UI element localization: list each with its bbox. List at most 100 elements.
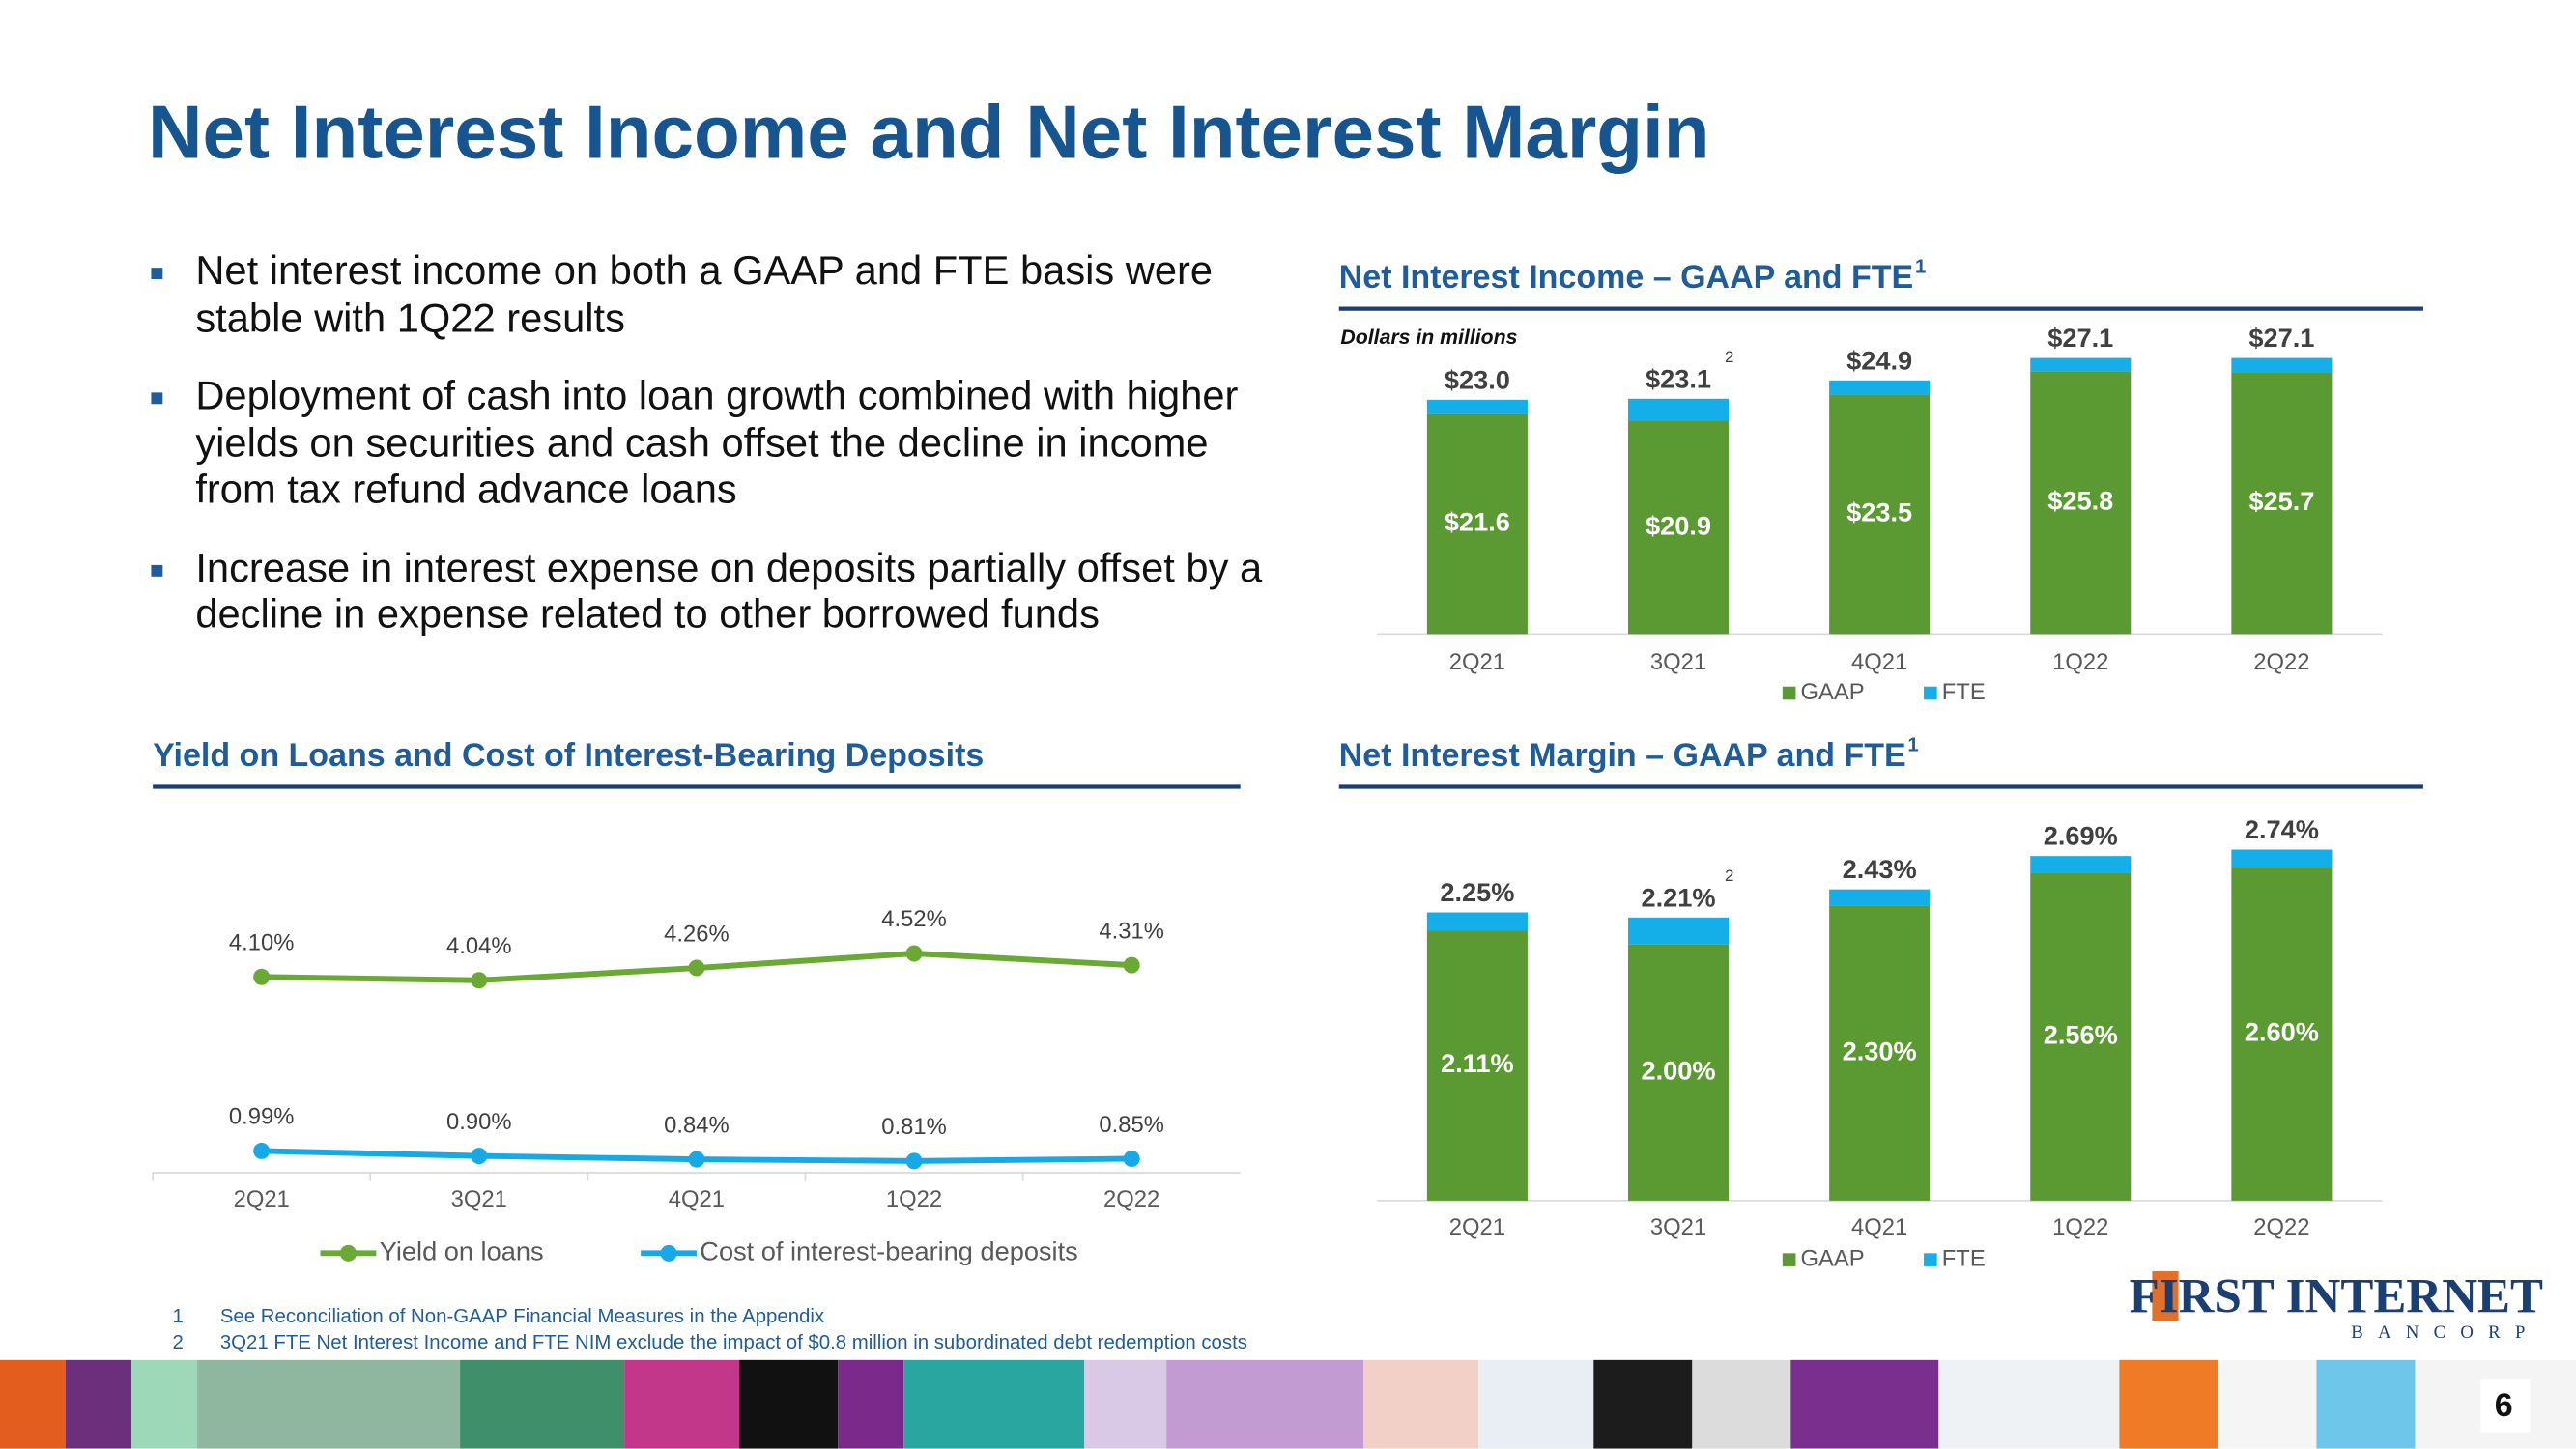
chart-panel: Net Interest Income – GAAP and FTE 1 Dolla…: [1338, 257, 2423, 705]
chart-panel: Yield on Loans and Cost of Interest-Bear…: [152, 737, 1241, 1266]
page-number-box: [2480, 1379, 2531, 1433]
x-tick-label: 2Q21: [1449, 1214, 1505, 1240]
footnote-text: See Reconciliation of Non-GAAP Financial…: [220, 1306, 824, 1327]
page-number: 6: [2495, 1387, 2513, 1424]
series-point: [253, 968, 271, 985]
segment-label: 2.60%: [2245, 1017, 2319, 1047]
point-label: 4.52%: [881, 906, 946, 932]
total-label: $24.9: [1846, 345, 1912, 375]
point-label: 4.26%: [664, 921, 729, 947]
segment-label: $20.9: [1646, 510, 1711, 540]
x-tick-label: 4Q21: [669, 1186, 725, 1212]
series-point: [1123, 956, 1140, 974]
bar-segment: [1426, 930, 1528, 1201]
x-tick-label: 4Q21: [1851, 649, 1907, 675]
bar-segment: [1829, 905, 1931, 1201]
chart-title: Net Interest Income – GAAP and FTE: [1339, 259, 1914, 296]
x-tick-label: 1Q22: [2052, 1214, 2108, 1240]
legend-swatch: [1924, 1253, 1937, 1266]
logo-sub: BANCORP: [2351, 1322, 2539, 1343]
segment-label: $25.8: [2047, 486, 2113, 516]
bar-segment: [1627, 944, 1730, 1201]
series-point: [905, 945, 923, 962]
bar-segment: [2231, 372, 2333, 635]
x-tick-label: 3Q21: [1650, 1214, 1706, 1240]
note-mark: 2: [1725, 867, 1733, 885]
total-label: $27.1: [2047, 323, 2113, 353]
x-tick-label: 3Q21: [1650, 649, 1706, 675]
legend-dot: [660, 1244, 677, 1262]
series-point: [688, 1151, 705, 1168]
segment-label: $25.7: [2248, 486, 2314, 516]
bar-segment: [1829, 889, 1931, 906]
chart-title-note: 1: [1907, 734, 1918, 755]
x-tick-label: 1Q22: [2052, 649, 2108, 675]
legend-label: Cost of interest-bearing deposits: [700, 1236, 1077, 1266]
point-label: 0.84%: [664, 1112, 729, 1138]
bar-segment: [1426, 912, 1528, 931]
bar-segment: [2231, 867, 2333, 1201]
bullet: Deployment of cash into loan growth comb…: [148, 375, 1281, 515]
footer-strip: [0, 1359, 2576, 1449]
bar-segment: [1829, 380, 1931, 395]
chart-subtitle: Dollars in millions: [1340, 326, 1517, 349]
legend-swatch: [1782, 686, 1796, 700]
legend-label: FTE: [1942, 1245, 1986, 1271]
legend-swatch: [1782, 1253, 1796, 1266]
series-point: [688, 959, 705, 977]
total-label: 2.21%: [1641, 882, 1715, 912]
point-label: 4.31%: [1099, 918, 1163, 944]
point-label: 4.04%: [446, 933, 511, 959]
legend-label: Yield on loans: [380, 1236, 544, 1266]
footnote-number: 2: [173, 1332, 184, 1353]
bar-segment: [1627, 420, 1730, 635]
legend-label: FTE: [1942, 679, 1986, 705]
segment-label: $23.5: [1846, 497, 1912, 527]
point-label: 0.90%: [446, 1109, 511, 1135]
segment-label: $21.6: [1445, 507, 1510, 537]
chart-panel: Net Interest Margin – GAAP and FTE 1 2Q21 3…: [1338, 734, 2423, 1271]
series-point: [471, 1148, 488, 1165]
bar-segment: [2231, 357, 2333, 373]
legend-label: GAAP: [1801, 1245, 1865, 1271]
bar-segment: [1426, 399, 1528, 414]
total-label: 2.43%: [1843, 854, 1917, 884]
footnote-text: 3Q21 FTE Net Interest Income and FTE NIM…: [220, 1332, 1247, 1353]
bullet-list: Net interest income on both a GAAP and F…: [148, 249, 1281, 670]
x-tick-label: 1Q22: [886, 1186, 942, 1212]
segment-label: 2.30%: [1843, 1037, 1917, 1066]
chart-title: Yield on Loans and Cost of Interest-Bear…: [153, 737, 984, 774]
total-label: $27.1: [2248, 323, 2314, 353]
bullet: Increase in interest expense on deposits…: [148, 546, 1281, 639]
x-tick-label: 3Q21: [451, 1186, 507, 1212]
x-tick-label: 2Q22: [2253, 1214, 2309, 1240]
series-point: [471, 972, 488, 989]
logo-mark: [2152, 1271, 2179, 1321]
bar-segment: [2030, 371, 2132, 635]
bar-segment: [2030, 856, 2132, 873]
bar-segment: [1627, 917, 1730, 945]
point-label: 0.99%: [229, 1104, 294, 1130]
bar-segment: [2231, 849, 2333, 868]
bullet: Net interest income on both a GAAP and F…: [148, 249, 1281, 343]
total-label: $23.0: [1445, 364, 1510, 394]
legend-swatch: [1924, 686, 1937, 700]
point-label: 0.81%: [881, 1114, 946, 1140]
chart-title-note: 1: [1915, 257, 1926, 278]
total-label: $23.1: [1646, 363, 1711, 393]
series-point: [905, 1152, 923, 1170]
x-tick-label: 2Q21: [234, 1186, 290, 1212]
bar-segment: [1829, 394, 1931, 635]
x-tick-label: 2Q21: [1449, 649, 1505, 675]
point-label: 4.10%: [229, 930, 294, 956]
bar-segment: [2030, 357, 2132, 372]
total-label: 2.69%: [2044, 821, 2118, 851]
chart-title: Net Interest Margin – GAAP and FTE: [1339, 737, 1906, 774]
x-tick-label: 2Q22: [1103, 1186, 1159, 1212]
total-label: 2.74%: [2245, 814, 2319, 844]
note-mark: 2: [1725, 348, 1733, 366]
segment-label: 2.00%: [1641, 1055, 1715, 1085]
bar-segment: [2030, 872, 2132, 1201]
